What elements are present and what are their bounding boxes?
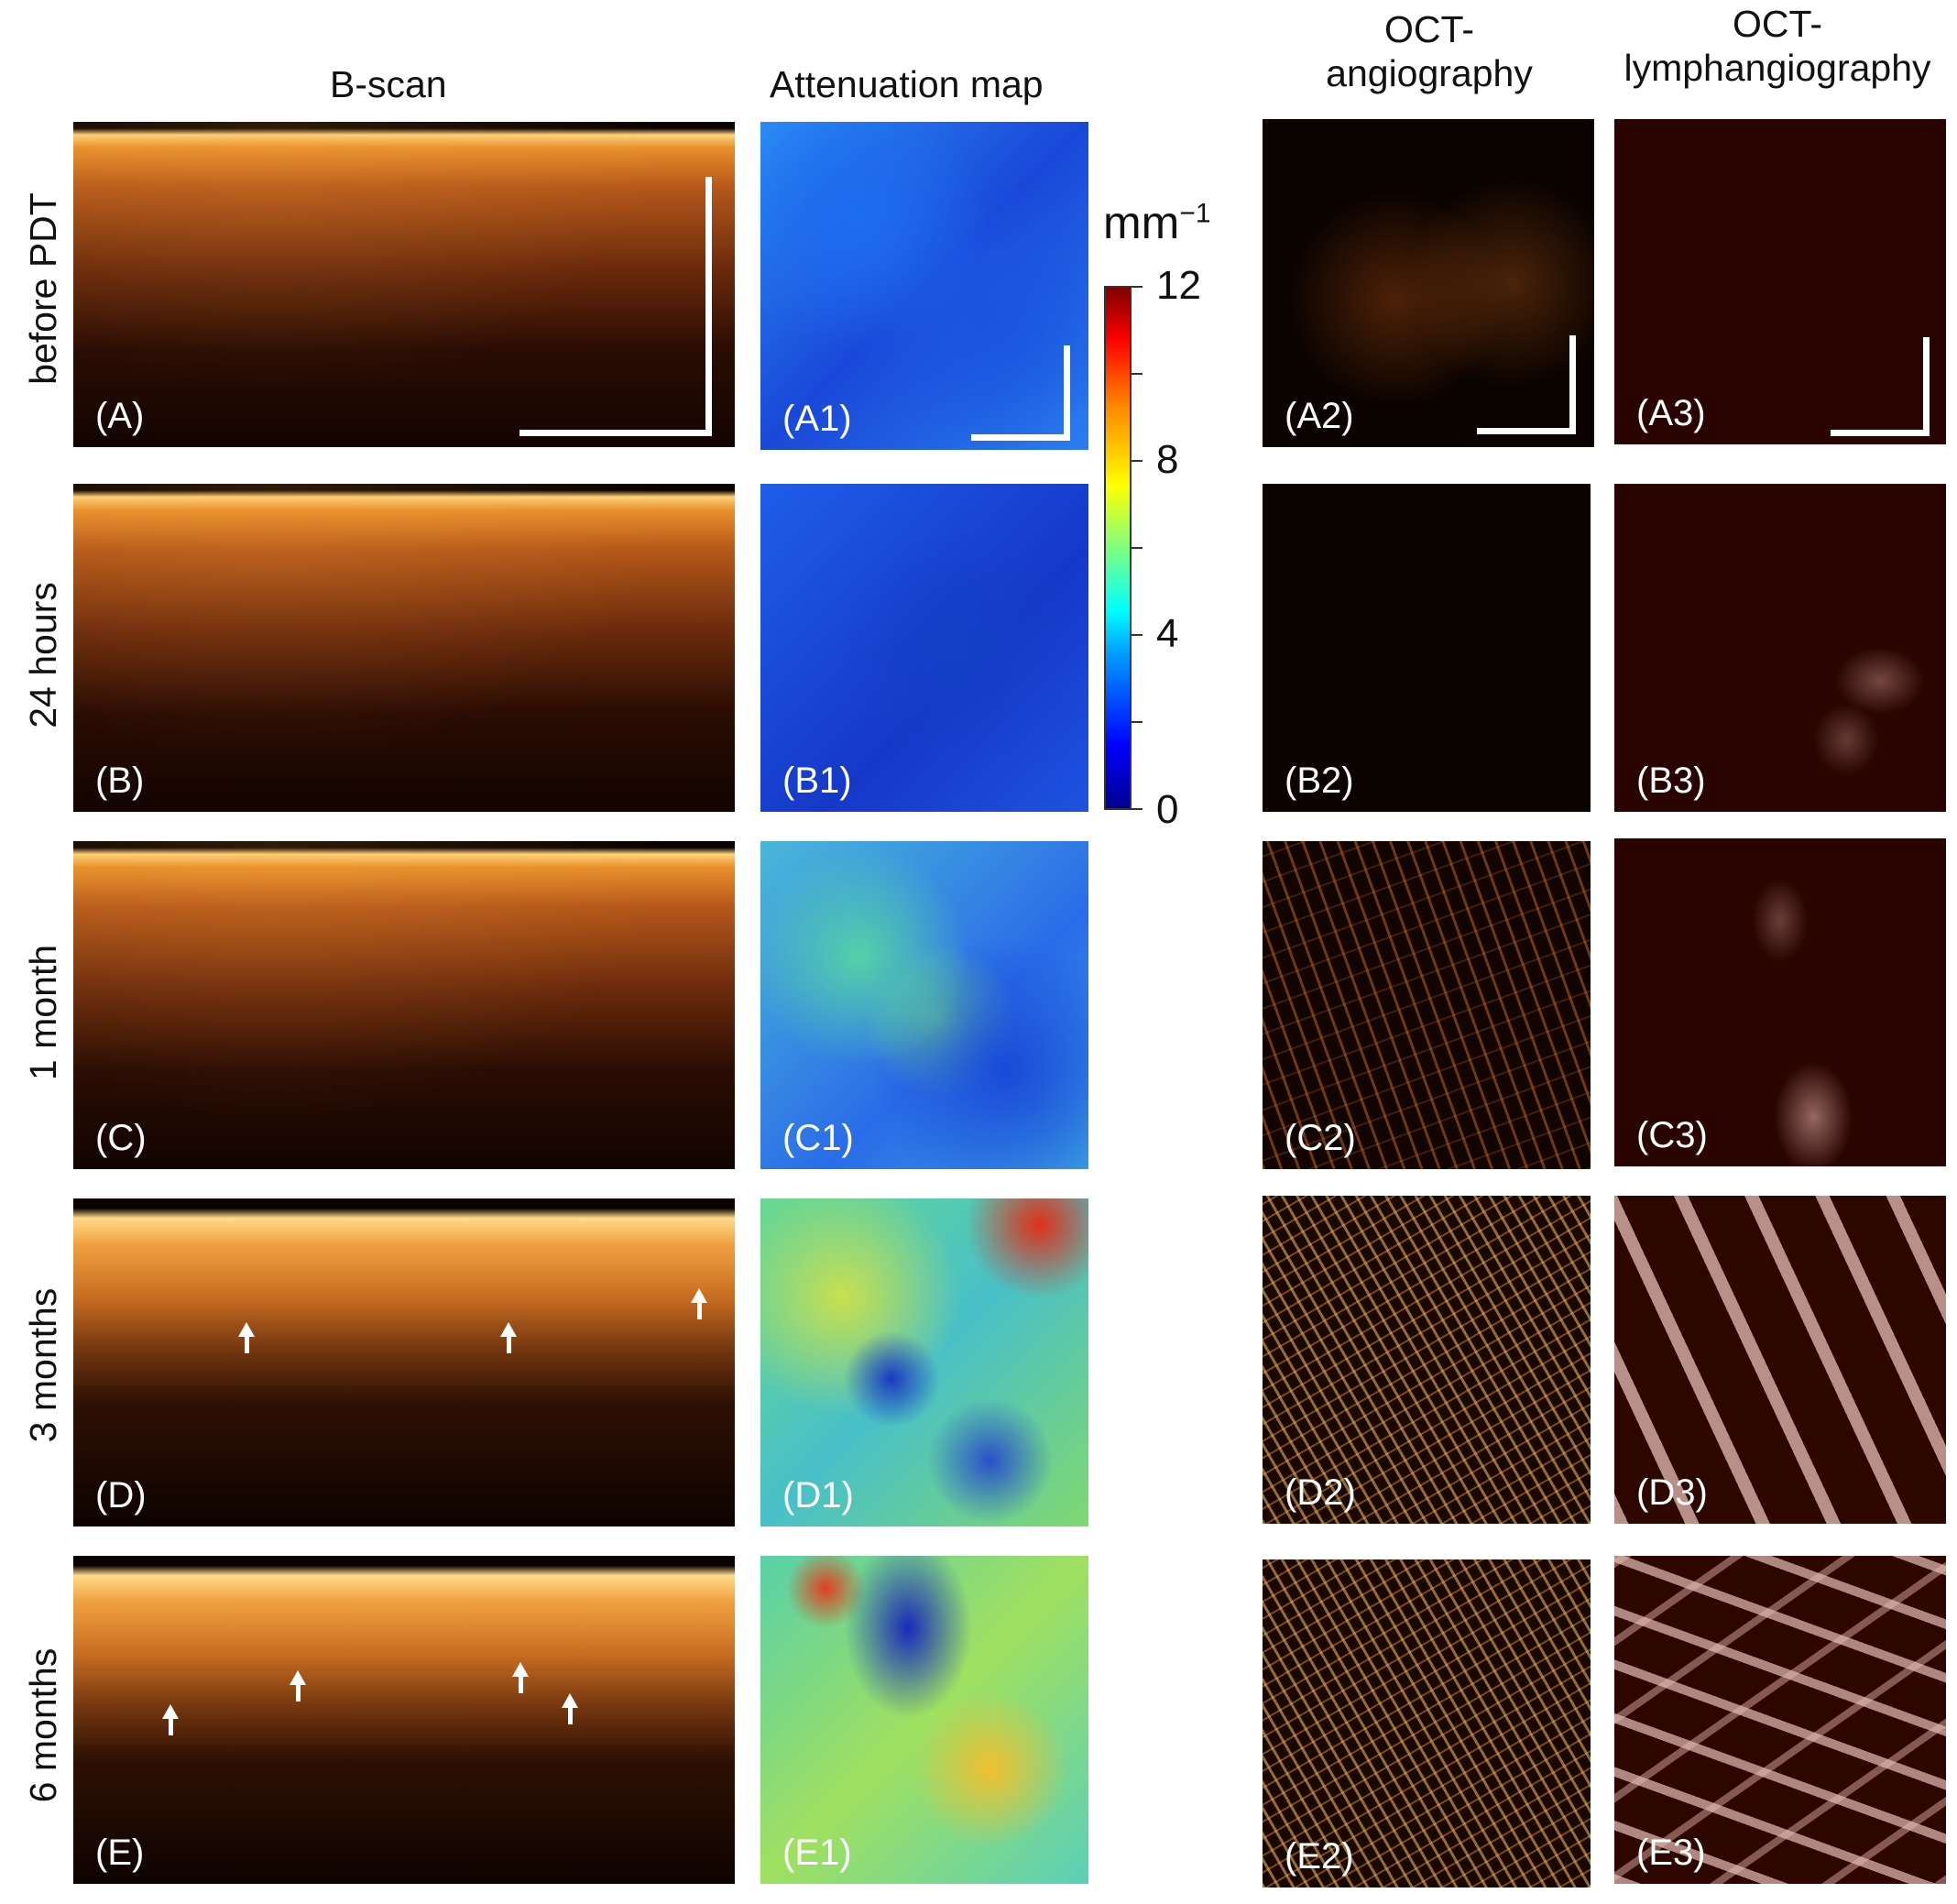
angiography-panel-b2: (B2) <box>1263 484 1591 812</box>
row-label-1-month: 1 month <box>22 944 64 1081</box>
panel-label: (B2) <box>1285 761 1354 801</box>
scalebar-horizontal <box>971 434 1070 441</box>
panel-label: (C1) <box>782 1118 854 1158</box>
colorbar-label-4: 4 <box>1156 611 1179 656</box>
panel-label: (E2) <box>1285 1836 1354 1877</box>
col-title-bscan: B-scan <box>330 63 447 105</box>
col-title-angio-line1: OCT- <box>1384 8 1474 50</box>
angiography-panel-e2: (E2) <box>1263 1559 1591 1888</box>
angiography-panel-c2: (C2) <box>1263 841 1591 1169</box>
lymphangiography-panel-c3: (C3) <box>1614 838 1946 1166</box>
bscan-panel-c: (C) <box>73 841 735 1169</box>
attenuation-panel-e1: (E1) <box>760 1556 1088 1884</box>
row-label-before-pdt: before PDT <box>22 192 64 385</box>
colorbar-label-12: 12 <box>1156 263 1201 308</box>
scalebar-vertical <box>1923 337 1930 436</box>
bscan-panel-a: (A) <box>73 122 735 447</box>
colorbar-tick <box>1132 808 1142 810</box>
colorbar-tick <box>1132 721 1142 723</box>
col-title-angio-line2: angiography <box>1326 52 1533 94</box>
colorbar-unit: mm−1 <box>1103 197 1211 248</box>
col-title-lymph-line1: OCT- <box>1733 3 1822 45</box>
col-title-lymph-line2: lymphangiography <box>1624 47 1931 89</box>
col-title-angiography: OCT- angiography <box>1310 7 1548 95</box>
colorbar-label-8: 8 <box>1156 437 1179 482</box>
attenuation-panel-b1: (B1) <box>760 484 1088 812</box>
row-label-3-months: 3 months <box>22 1287 64 1443</box>
col-title-lymphangiography: OCT- lymphangiography <box>1603 2 1952 90</box>
colorbar-tick <box>1132 460 1142 462</box>
panel-label: (D1) <box>782 1475 854 1516</box>
attenuation-panel-d1: (D1) <box>760 1198 1088 1526</box>
panel-label: (C3) <box>1636 1115 1708 1155</box>
colorbar-tick <box>1132 286 1142 288</box>
panel-label: (C2) <box>1285 1118 1356 1158</box>
panel-label: (B) <box>95 761 145 801</box>
scalebar-vertical <box>705 177 712 435</box>
col-title-attenuation: Attenuation map <box>770 63 1044 105</box>
panel-label: (A2) <box>1285 396 1354 436</box>
scalebar-vertical <box>1569 335 1576 434</box>
scalebar-horizontal <box>519 430 712 436</box>
panel-label: (D2) <box>1285 1472 1356 1513</box>
colorbar-label-0: 0 <box>1156 787 1179 832</box>
lymphangiography-panel-d3: (D3) <box>1614 1196 1946 1524</box>
row-label-6-months: 6 months <box>22 1647 64 1803</box>
panel-label: (E) <box>95 1833 145 1873</box>
lymphangiography-panel-b3: (B3) <box>1614 484 1946 812</box>
colorbar <box>1104 286 1132 810</box>
panel-label: (A3) <box>1636 393 1706 433</box>
bscan-panel-e: (E) <box>73 1556 735 1884</box>
row-label-24-hours: 24 hours <box>22 582 64 728</box>
scalebar-vertical <box>1064 345 1070 441</box>
panel-label: (C) <box>95 1118 147 1158</box>
lymphangiography-panel-e3: (E3) <box>1614 1556 1946 1884</box>
panel-label: (D) <box>95 1475 147 1516</box>
scalebar-horizontal <box>1831 430 1930 436</box>
attenuation-panel-c1: (C1) <box>760 841 1088 1169</box>
colorbar-tick <box>1132 547 1142 549</box>
angiography-panel-a2: (A2) <box>1263 119 1594 447</box>
panel-label: (A) <box>95 396 145 436</box>
attenuation-panel-a1: (A1) <box>760 122 1088 450</box>
bscan-panel-b: (B) <box>73 484 735 812</box>
colorbar-tick <box>1132 373 1142 375</box>
panel-label: (B1) <box>782 761 852 801</box>
panel-label: (E1) <box>782 1833 852 1873</box>
colorbar-tick <box>1132 634 1142 636</box>
panel-label: (A1) <box>782 399 852 439</box>
scalebar-horizontal <box>1477 428 1576 434</box>
angiography-panel-d2: (D2) <box>1263 1196 1591 1524</box>
bscan-panel-d: (D) <box>73 1198 735 1526</box>
panel-label: (E3) <box>1636 1833 1706 1873</box>
panel-label: (D3) <box>1636 1472 1708 1513</box>
panel-label: (B3) <box>1636 761 1706 801</box>
lymphangiography-panel-a3: (A3) <box>1614 119 1946 444</box>
